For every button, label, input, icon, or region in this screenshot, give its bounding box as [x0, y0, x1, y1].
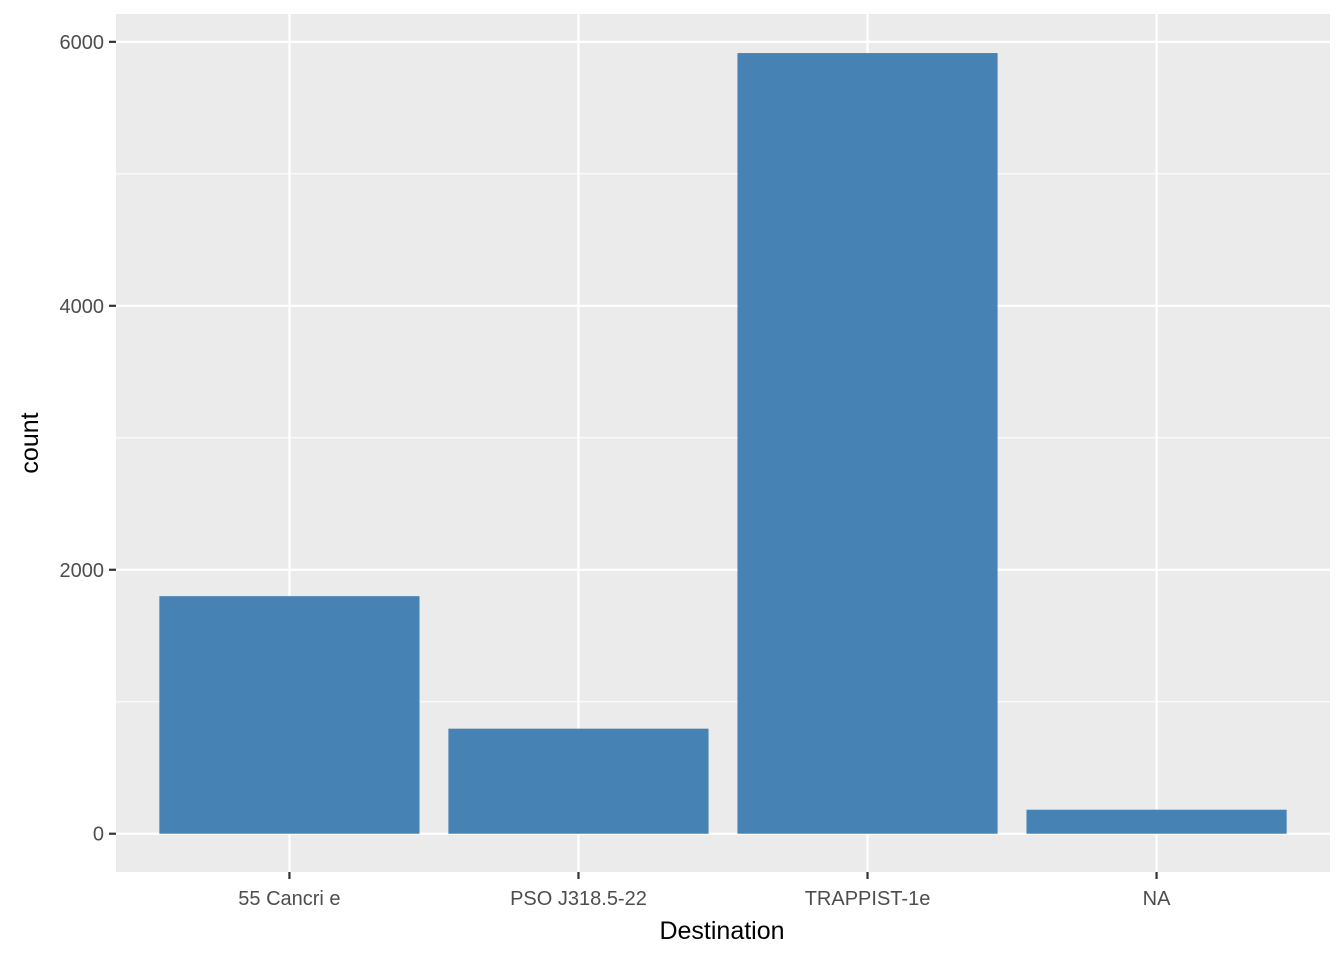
y-tick-label: 6000: [60, 32, 105, 54]
y-tick-label: 2000: [60, 560, 105, 582]
y-tick-label: 4000: [60, 296, 105, 318]
x-tick-label: TRAPPIST-1e: [805, 888, 931, 910]
x-tick-label: PSO J318.5-22: [510, 888, 647, 910]
y-axis: 0 2000 4000 6000: [60, 32, 116, 846]
bar-2: [448, 728, 709, 834]
x-axis-title: Destination: [659, 917, 784, 945]
bar-4: [1026, 809, 1287, 834]
x-axis: 55 Cancri e PSO J318.5-22 TRAPPIST-1e NA: [238, 872, 1171, 910]
y-tick-label: 0: [93, 824, 104, 846]
bar-1: [159, 596, 420, 834]
bars: [159, 53, 1287, 834]
bar-3: [737, 53, 998, 834]
x-tick-label: 55 Cancri e: [238, 888, 340, 910]
x-tick-label: NA: [1143, 888, 1171, 910]
y-axis-title: count: [16, 412, 44, 473]
